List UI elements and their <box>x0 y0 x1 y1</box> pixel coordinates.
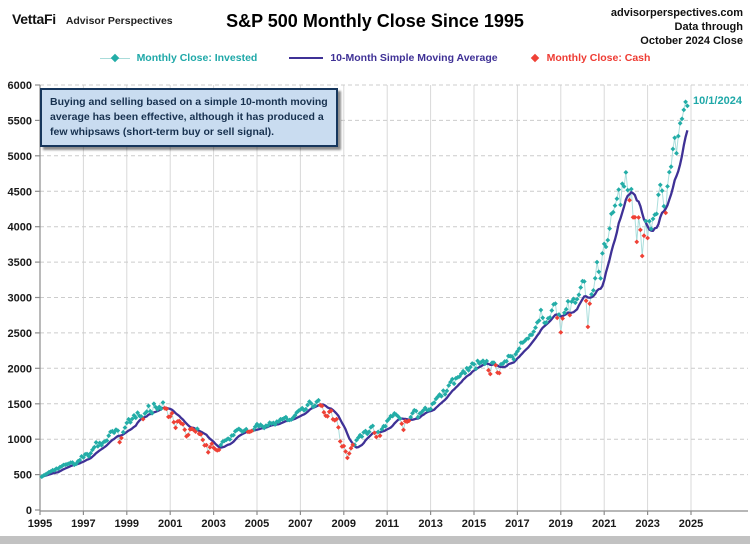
last-point-date-label: 10/1/2024 <box>693 95 742 107</box>
advisor-perspectives-label: Advisor Perspectives <box>65 15 173 27</box>
svg-text:1000: 1000 <box>8 434 32 446</box>
svg-text:3000: 3000 <box>8 293 32 305</box>
chart-title: S&P 500 Monthly Close Since 1995 <box>226 11 524 31</box>
vettafi-logo: VettaFi Advisor Perspectives <box>12 11 173 27</box>
svg-text:5500: 5500 <box>8 115 32 127</box>
chart-legend: Monthly Close: Invested 10-Month Simple … <box>0 52 750 64</box>
svg-text:1500: 1500 <box>8 399 32 411</box>
svg-text:3500: 3500 <box>8 257 32 269</box>
source-close-date: October 2024 Close <box>640 35 743 47</box>
sma-line-icon <box>289 54 324 63</box>
svg-text:1997: 1997 <box>71 518 95 530</box>
svg-text:4500: 4500 <box>8 186 32 198</box>
annotation-line-2: average has been effective, although it … <box>50 111 324 123</box>
annotation-line-3: few whipsaws (short-term buy or sell sig… <box>50 126 275 138</box>
source-attribution: advisorperspectives.com Data through Oct… <box>611 6 743 48</box>
svg-text:6000: 6000 <box>8 80 32 92</box>
annotation-line-1: Buying and selling based on a simple 10-… <box>50 96 328 108</box>
svg-text:2001: 2001 <box>158 518 182 530</box>
svg-text:500: 500 <box>14 470 32 482</box>
vettafi-logo-text: VettaFi <box>12 11 56 27</box>
source-site: advisorperspectives.com <box>610 7 743 19</box>
svg-text:2009: 2009 <box>332 518 356 530</box>
svg-text:2500: 2500 <box>8 328 32 340</box>
svg-text:1995: 1995 <box>28 518 52 530</box>
svg-text:2017: 2017 <box>505 518 529 530</box>
svg-text:2019: 2019 <box>549 518 573 530</box>
svg-text:4000: 4000 <box>8 222 32 234</box>
legend-item-cash: Monthly Close: Cash <box>530 52 651 64</box>
svg-text:2005: 2005 <box>245 518 269 530</box>
svg-text:2003: 2003 <box>201 518 225 530</box>
svg-text:0: 0 <box>26 505 32 517</box>
svg-text:2013: 2013 <box>418 518 442 530</box>
legend-item-invested: Monthly Close: Invested <box>99 52 258 64</box>
svg-text:2011: 2011 <box>375 518 399 530</box>
svg-text:2000: 2000 <box>8 363 32 375</box>
legend-label-cash: Monthly Close: Cash <box>546 52 651 64</box>
window-bottom-strip <box>0 536 750 544</box>
svg-text:2015: 2015 <box>462 518 486 530</box>
svg-text:1999: 1999 <box>115 518 139 530</box>
legend-item-sma: 10-Month Simple Moving Average <box>289 52 498 64</box>
legend-label-invested: Monthly Close: Invested <box>136 52 258 64</box>
annotation-callout: Buying and selling based on a simple 10-… <box>40 88 338 147</box>
svg-text:5000: 5000 <box>8 151 32 163</box>
legend-label-sma: 10-Month Simple Moving Average <box>330 52 498 64</box>
svg-text:2007: 2007 <box>288 518 312 530</box>
svg-text:2025: 2025 <box>679 518 703 530</box>
invested-diamond-icon <box>99 53 130 63</box>
source-data-through: Data through <box>674 21 743 33</box>
svg-text:2023: 2023 <box>635 518 659 530</box>
svg-text:2021: 2021 <box>592 518 616 530</box>
